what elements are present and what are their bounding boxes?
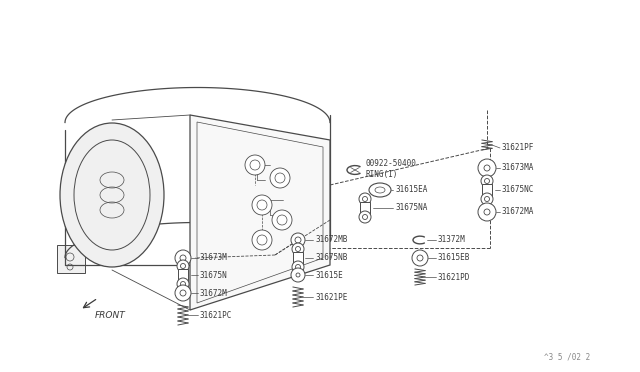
Circle shape — [270, 168, 290, 188]
Text: 31675NB: 31675NB — [315, 253, 348, 263]
Text: 31672M: 31672M — [200, 289, 228, 298]
Ellipse shape — [60, 123, 164, 267]
Circle shape — [252, 230, 272, 250]
Text: 31672MA: 31672MA — [502, 208, 534, 217]
Polygon shape — [190, 115, 330, 310]
Text: 31675N: 31675N — [200, 270, 228, 279]
Text: RING(1): RING(1) — [365, 170, 397, 179]
Polygon shape — [360, 202, 370, 214]
Circle shape — [291, 268, 305, 282]
Text: 31672MB: 31672MB — [315, 235, 348, 244]
Circle shape — [252, 195, 272, 215]
Circle shape — [177, 278, 189, 290]
Text: 31615EA: 31615EA — [395, 186, 428, 195]
Text: 31615E: 31615E — [315, 270, 343, 279]
Circle shape — [359, 193, 371, 205]
Circle shape — [478, 203, 496, 221]
Text: 31621PD: 31621PD — [438, 273, 470, 282]
Circle shape — [292, 243, 304, 255]
Circle shape — [291, 233, 305, 247]
Text: FRONT: FRONT — [95, 311, 125, 321]
Circle shape — [272, 210, 292, 230]
Circle shape — [481, 175, 493, 187]
Circle shape — [478, 159, 496, 177]
Text: 31621PF: 31621PF — [502, 144, 534, 153]
Text: 31675NA: 31675NA — [395, 203, 428, 212]
Polygon shape — [178, 269, 188, 281]
Text: 31615EB: 31615EB — [438, 253, 470, 263]
Text: 00922-50400: 00922-50400 — [365, 160, 416, 169]
Circle shape — [359, 211, 371, 223]
Text: ^3 5 /02 2: ^3 5 /02 2 — [544, 353, 590, 362]
Polygon shape — [482, 184, 492, 196]
Circle shape — [292, 261, 304, 273]
Text: 31621PE: 31621PE — [315, 292, 348, 301]
Text: 31621PC: 31621PC — [200, 311, 232, 320]
Circle shape — [175, 285, 191, 301]
Text: 31673MA: 31673MA — [502, 164, 534, 173]
Polygon shape — [293, 252, 303, 264]
Circle shape — [175, 250, 191, 266]
Circle shape — [177, 260, 189, 272]
Text: 31673M: 31673M — [200, 253, 228, 263]
Circle shape — [412, 250, 428, 266]
Ellipse shape — [369, 183, 391, 197]
Polygon shape — [57, 245, 85, 273]
Text: 31675NC: 31675NC — [502, 186, 534, 195]
Text: 31372M: 31372M — [438, 235, 466, 244]
Circle shape — [245, 155, 265, 175]
Circle shape — [481, 193, 493, 205]
